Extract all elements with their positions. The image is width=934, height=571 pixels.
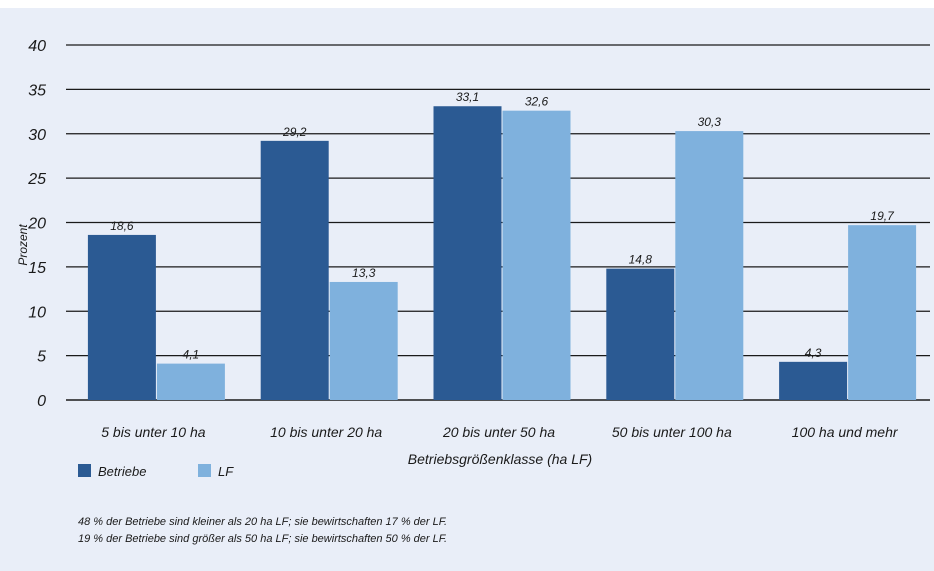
x-axis-title: Betriebsgrößenklasse (ha LF): [408, 451, 592, 467]
x-category-label: 5 bis unter 10 ha: [101, 424, 206, 440]
legend: Betriebe LF: [78, 464, 234, 479]
y-tick-label: 5: [37, 349, 46, 366]
bar-chart: 0 5 10 15 20 25 30 35 40 18,6 4,1 29,2 13,3 33,1 32,6…: [16, 38, 930, 479]
bar-betriebe: [433, 106, 502, 401]
data-label: 13,3: [352, 266, 376, 280]
data-label: 30,3: [698, 115, 722, 129]
y-tick-label: 20: [27, 216, 46, 233]
bar-betriebe: [779, 361, 848, 400]
data-label: 18,6: [110, 219, 134, 233]
bar-lf: [848, 225, 917, 400]
legend-swatch-lf: [198, 464, 211, 477]
bar-betriebe: [260, 140, 329, 400]
bar-lf: [329, 281, 398, 400]
footnote-1: 48 % der Betriebe sind kleiner als 20 ha…: [78, 516, 448, 528]
data-label: 4,3: [805, 346, 822, 360]
footnote-2: 19 % der Betriebe sind größer als 50 ha …: [78, 533, 448, 545]
x-category-label: 10 bis unter 20 ha: [270, 424, 382, 440]
data-label: 14,8: [629, 253, 653, 267]
data-label: 29,2: [282, 125, 307, 139]
y-tick-label: 10: [28, 304, 46, 321]
bar-betriebe: [87, 234, 156, 400]
legend-label-lf: LF: [218, 464, 234, 479]
x-category-label: 50 bis unter 100 ha: [612, 424, 732, 440]
y-tick-label: 35: [28, 82, 46, 99]
bar-lf: [156, 363, 225, 400]
bars: [87, 106, 917, 401]
y-tick-label: 0: [37, 393, 46, 410]
bar-lf: [675, 131, 744, 400]
data-label: 4,1: [183, 348, 200, 362]
y-tick-label: 40: [28, 38, 46, 55]
bar-betriebe: [606, 268, 675, 400]
data-label: 33,1: [456, 90, 479, 104]
x-category-label: 100 ha und mehr: [792, 424, 899, 440]
data-label: 19,7: [870, 209, 895, 223]
y-axis-title: Prozent: [16, 224, 30, 266]
y-tick-label: 15: [28, 260, 46, 277]
y-tick-label: 25: [27, 171, 46, 188]
y-tick-label: 30: [28, 127, 46, 144]
bar-lf: [502, 110, 571, 401]
x-category-label: 20 bis unter 50 ha: [442, 424, 555, 440]
y-axis-ticks: 0 5 10 15 20 25 30 35 40: [27, 38, 46, 410]
legend-swatch-betriebe: [78, 464, 91, 477]
x-axis-categories: 5 bis unter 10 ha 10 bis unter 20 ha 20 bi…: [101, 424, 899, 440]
data-labels: 18,6 4,1 29,2 13,3 33,1 32,6 14,8 30,3 4,3 19,7: [110, 90, 895, 361]
chart-panel: 0 5 10 15 20 25 30 35 40 18,6 4,1 29,2 13,3 33,1 32,6…: [0, 8, 934, 571]
data-label: 32,6: [525, 95, 549, 109]
legend-label-betriebe: Betriebe: [98, 464, 146, 479]
